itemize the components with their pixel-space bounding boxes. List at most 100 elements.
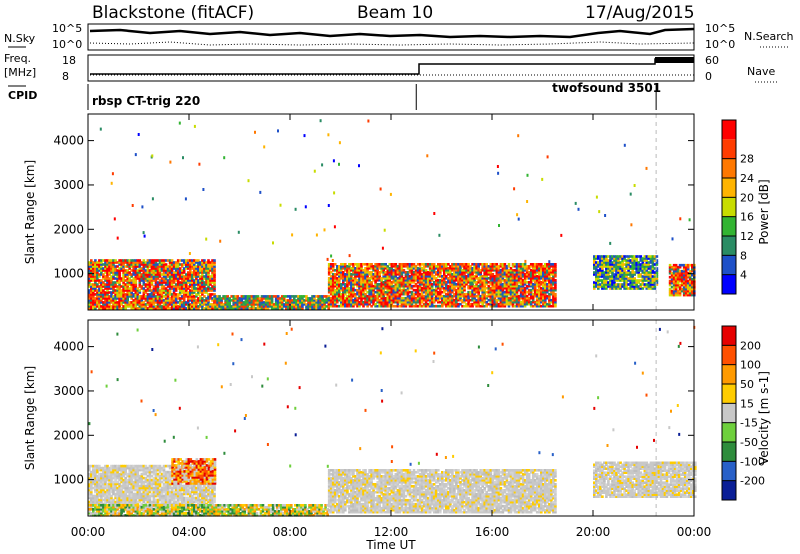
echo-cell bbox=[463, 284, 466, 288]
echo-cell bbox=[465, 279, 468, 282]
echo-cell bbox=[639, 269, 643, 272]
echo-cell bbox=[376, 277, 379, 280]
echo-cell bbox=[92, 273, 95, 276]
echo-cell bbox=[203, 271, 206, 274]
echo-cell bbox=[232, 305, 235, 308]
echo-cell bbox=[396, 284, 400, 288]
echo-cell bbox=[593, 265, 596, 268]
echo-cell bbox=[521, 304, 525, 308]
echo-cell bbox=[515, 302, 519, 306]
echo-cell bbox=[354, 300, 357, 304]
echo-cell bbox=[410, 284, 414, 288]
echo-cell bbox=[104, 275, 107, 278]
echo-cell bbox=[467, 269, 470, 272]
echo-cell bbox=[114, 289, 117, 292]
echo-cell bbox=[180, 297, 184, 300]
echo-cell bbox=[635, 283, 638, 286]
echo-cell bbox=[92, 303, 95, 306]
echo-cell bbox=[483, 292, 486, 296]
echo-cell bbox=[402, 304, 406, 308]
echo-cell bbox=[182, 281, 186, 284]
echo-cell bbox=[384, 265, 387, 268]
echo-cell bbox=[439, 292, 442, 296]
echo-cell bbox=[493, 294, 497, 298]
echo-cell bbox=[424, 292, 428, 296]
echo-cell bbox=[400, 296, 404, 300]
echo-cell bbox=[364, 300, 367, 304]
scatter-echo bbox=[319, 119, 322, 123]
echo-cell bbox=[404, 277, 408, 280]
echo-cell bbox=[224, 307, 227, 310]
echo-cell bbox=[170, 287, 174, 290]
echo-cell bbox=[170, 283, 174, 286]
echo-cell bbox=[374, 265, 377, 268]
echo-cell bbox=[354, 269, 357, 272]
echo-cell bbox=[344, 300, 347, 304]
echo-cell bbox=[342, 267, 345, 270]
echo-cell bbox=[187, 295, 190, 298]
echo-cell bbox=[499, 277, 503, 280]
echo-cell bbox=[380, 294, 383, 298]
echo-cell bbox=[327, 296, 331, 300]
echo-cell bbox=[388, 288, 392, 292]
echo-cell bbox=[489, 263, 493, 266]
echo-cell bbox=[199, 301, 202, 304]
echo-cell bbox=[242, 301, 246, 304]
echo-cell bbox=[154, 267, 158, 270]
echo-cell bbox=[623, 267, 626, 270]
echo-cell bbox=[154, 305, 158, 308]
echo-cell bbox=[358, 304, 361, 308]
scatter-echo bbox=[141, 205, 144, 209]
echo-cell bbox=[201, 267, 204, 270]
echo-cell bbox=[461, 275, 464, 278]
echo-cell bbox=[134, 303, 138, 306]
echo-cell bbox=[447, 296, 450, 300]
echo-cell bbox=[112, 263, 115, 266]
echo-cell bbox=[146, 283, 150, 286]
echo-cell bbox=[416, 267, 420, 270]
echo-cell bbox=[384, 263, 387, 266]
echo-cell bbox=[615, 257, 618, 260]
echo-cell bbox=[424, 296, 428, 300]
echo-cell bbox=[152, 289, 156, 292]
echo-cell bbox=[242, 295, 246, 298]
echo-cell bbox=[285, 301, 288, 304]
echo-cell bbox=[142, 295, 146, 298]
echo-cell bbox=[489, 283, 493, 286]
echo-cell bbox=[209, 307, 212, 310]
echo-cell bbox=[455, 277, 458, 280]
echo-cell bbox=[120, 285, 123, 288]
echo-cell bbox=[268, 303, 272, 306]
echo-cell bbox=[416, 279, 420, 282]
echo-cell bbox=[258, 307, 262, 310]
echo-cell bbox=[144, 269, 148, 272]
echo-cell bbox=[120, 263, 123, 266]
echo-cell bbox=[293, 299, 296, 302]
echo-cell bbox=[203, 265, 206, 268]
echo-cell bbox=[110, 307, 113, 310]
echo-cell bbox=[197, 283, 200, 286]
echo-cell bbox=[554, 286, 557, 290]
echo-cell bbox=[160, 293, 164, 296]
echo-cell bbox=[511, 298, 515, 302]
echo-cell bbox=[317, 295, 320, 298]
echo-cell bbox=[191, 267, 194, 270]
echo-cell bbox=[164, 273, 168, 276]
echo-cell bbox=[525, 277, 529, 280]
echo-cell bbox=[112, 295, 115, 298]
echo-cell bbox=[414, 302, 418, 306]
echo-cell bbox=[236, 295, 240, 298]
scatter-echo bbox=[426, 154, 429, 158]
echo-cell bbox=[234, 295, 238, 298]
echo-cell bbox=[172, 285, 176, 288]
echo-cell bbox=[331, 302, 335, 306]
echo-cell bbox=[420, 273, 424, 276]
echo-cell bbox=[242, 297, 246, 300]
power-ylabel: Slant Range [km] bbox=[23, 160, 37, 264]
echo-cell bbox=[380, 267, 383, 270]
echo-cell bbox=[264, 303, 268, 306]
echo-cell bbox=[213, 283, 216, 286]
echo-cell bbox=[495, 267, 499, 270]
echo-cell bbox=[134, 261, 138, 264]
echo-cell bbox=[501, 290, 505, 294]
